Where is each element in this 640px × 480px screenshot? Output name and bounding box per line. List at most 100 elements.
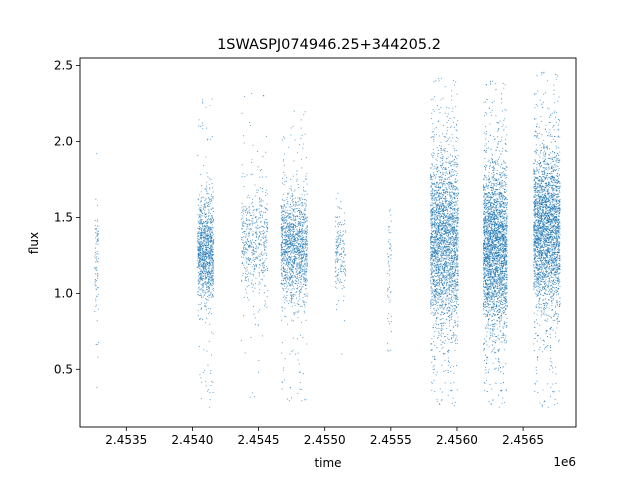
- data-point: [251, 392, 253, 394]
- data-point: [284, 255, 287, 257]
- data-point: [241, 176, 243, 178]
- data-point: [454, 162, 456, 164]
- data-point: [280, 254, 282, 257]
- data-point: [244, 241, 246, 243]
- data-point: [438, 194, 440, 196]
- data-point: [247, 243, 249, 246]
- data-point: [451, 125, 453, 127]
- data-point: [287, 235, 289, 237]
- data-point: [282, 278, 284, 280]
- data-point: [210, 237, 212, 239]
- data-point: [299, 334, 301, 336]
- data-point: [203, 206, 205, 208]
- data-point: [200, 242, 202, 244]
- data-point: [340, 265, 342, 267]
- data-point: [94, 311, 96, 313]
- data-point: [294, 234, 296, 236]
- data-point: [444, 219, 446, 221]
- data-point: [450, 282, 452, 284]
- data-point: [290, 277, 292, 279]
- data-point: [449, 366, 451, 368]
- data-point: [247, 211, 249, 213]
- data-point: [198, 238, 201, 240]
- data-point: [199, 318, 201, 320]
- data-point: [295, 247, 297, 249]
- data-point: [211, 259, 213, 261]
- data-point: [292, 175, 294, 177]
- data-point: [199, 243, 201, 245]
- data-point: [286, 250, 288, 252]
- data-point: [286, 262, 288, 264]
- data-point: [197, 241, 199, 243]
- data-point: [95, 269, 97, 271]
- data-point: [389, 254, 391, 256]
- data-point: [280, 227, 282, 229]
- data-point: [258, 244, 260, 246]
- data-point: [96, 344, 98, 346]
- data-point: [430, 242, 432, 244]
- data-point: [285, 283, 287, 285]
- data-point: [198, 291, 200, 293]
- data-point: [211, 214, 213, 216]
- data-point: [450, 244, 452, 246]
- data-point: [285, 220, 288, 222]
- data-point: [431, 136, 433, 138]
- data-point: [296, 210, 299, 212]
- data-point: [445, 298, 447, 300]
- data-point: [246, 273, 248, 276]
- data-point: [297, 311, 299, 313]
- data-point: [204, 250, 206, 253]
- data-point: [432, 282, 434, 284]
- data-point: [283, 367, 285, 369]
- data-point: [452, 299, 454, 301]
- data-point: [97, 233, 99, 235]
- data-point: [203, 215, 205, 217]
- data-point: [455, 342, 457, 344]
- data-point: [257, 227, 259, 229]
- data-point: [455, 163, 457, 165]
- data-point: [199, 207, 201, 209]
- data-point: [292, 235, 294, 237]
- data-point: [301, 236, 304, 239]
- data-point: [210, 276, 212, 279]
- data-point: [445, 302, 447, 304]
- data-point: [207, 205, 209, 207]
- data-point: [446, 161, 448, 163]
- data-point: [444, 200, 446, 202]
- data-point: [263, 261, 265, 263]
- data-point: [263, 275, 265, 277]
- data-point: [212, 260, 214, 262]
- data-point: [198, 277, 200, 279]
- data-point: [210, 272, 212, 274]
- data-point: [286, 244, 288, 246]
- data-point: [281, 241, 283, 243]
- data-point: [198, 254, 200, 256]
- data-point: [212, 264, 214, 266]
- data-point: [445, 171, 448, 173]
- data-point: [453, 297, 455, 299]
- data-point: [303, 223, 305, 225]
- data-point: [443, 370, 445, 373]
- data-point: [250, 261, 253, 263]
- data-point: [198, 281, 200, 283]
- data-point: [208, 193, 210, 195]
- data-point: [256, 258, 258, 260]
- data-point: [199, 250, 201, 252]
- data-point: [301, 215, 303, 217]
- data-point: [456, 239, 458, 241]
- data-point: [199, 201, 202, 203]
- data-point: [207, 299, 209, 301]
- data-point: [209, 253, 211, 255]
- data-point: [446, 173, 449, 175]
- data-point: [202, 286, 204, 289]
- data-point: [340, 255, 343, 258]
- data-point: [211, 244, 213, 246]
- data-point: [255, 210, 257, 212]
- data-point: [433, 134, 436, 136]
- data-point: [302, 231, 304, 233]
- data-point: [448, 316, 450, 318]
- data-point: [294, 250, 296, 252]
- data-point: [433, 81, 435, 83]
- data-point: [336, 236, 338, 238]
- data-point: [305, 178, 307, 180]
